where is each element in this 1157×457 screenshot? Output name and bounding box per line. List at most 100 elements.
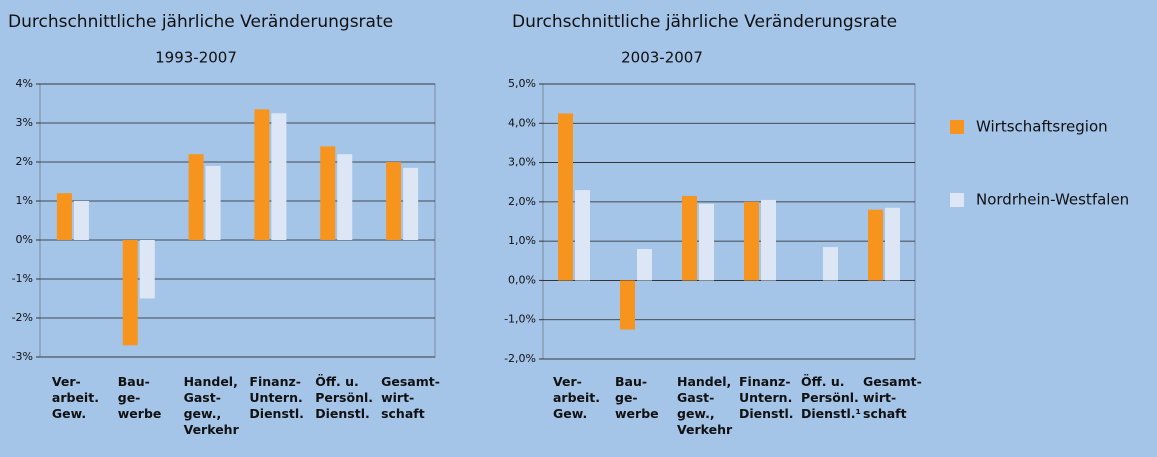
x-tick-line: Dienstl. — [249, 406, 304, 421]
x-tick-line: Gast- — [184, 390, 221, 405]
bar — [575, 190, 590, 281]
x-tick-line: gew., — [677, 406, 715, 421]
y-tick-label: 3% — [16, 116, 33, 129]
x-tick-label: Gesamt-wirt-schaft — [381, 374, 440, 421]
x-tick-line: Dienstl. — [315, 406, 370, 421]
x-tick-line: arbeit. — [553, 390, 600, 405]
x-tick-label: Handel, Gast-gew., Verkehr — [184, 374, 240, 437]
y-tick-label: 1,0% — [508, 234, 536, 247]
bar — [205, 165, 221, 240]
bar — [403, 167, 419, 240]
x-tick-line: Ver- — [52, 374, 81, 389]
bar — [188, 154, 204, 240]
plot-area — [542, 83, 916, 360]
y-tick-label: 0% — [16, 233, 33, 246]
y-tick-label: 2% — [16, 155, 33, 168]
x-tick-line: Ver- — [553, 374, 582, 389]
y-tick-label: -1,0% — [504, 313, 536, 326]
bar — [637, 249, 652, 281]
x-tick-line: Dienstl.¹ — [801, 406, 861, 421]
y-tick-label: 3,0% — [508, 156, 536, 169]
x-tick-line: wirt- — [863, 390, 896, 405]
x-tick-label: Finanz-Untern. Dienstl. — [739, 374, 794, 421]
x-tick-line: Bau- — [118, 374, 150, 389]
y-tick-label: 2,0% — [508, 195, 536, 208]
x-tick-line: Persönl. — [315, 390, 373, 405]
bar — [56, 193, 72, 240]
x-tick-line: gew., — [184, 406, 222, 421]
bar — [271, 113, 287, 240]
x-tick-line: wirt- — [381, 390, 414, 405]
bar — [558, 113, 573, 281]
x-tick-line: Gesamt- — [863, 374, 922, 389]
bar — [699, 203, 714, 281]
x-tick-line: Gesamt- — [381, 374, 440, 389]
y-tick-label: 1% — [16, 194, 33, 207]
legend-label: Wirtschaftsregion — [976, 118, 1108, 136]
y-tick-label: 5,0% — [508, 77, 536, 90]
x-tick-label: Finanz-Untern. Dienstl. — [249, 374, 304, 421]
bar — [386, 162, 402, 240]
x-tick-label: Öff. u. Persönl. Dienstl.¹ — [801, 374, 861, 421]
x-tick-line: ge- — [615, 390, 638, 405]
x-tick-line: Gew. — [553, 406, 587, 421]
x-tick-label: Ver-arbeit. Gew. — [553, 374, 600, 421]
bar — [620, 280, 635, 330]
legend-label: Nordrhein-Westfalen — [976, 191, 1129, 209]
x-tick-line: arbeit. — [52, 390, 99, 405]
y-tick-label: 0,0% — [508, 273, 536, 286]
x-tick-line: Verkehr — [184, 422, 240, 437]
y-tick-label: 4,0% — [508, 116, 536, 129]
x-tick-line: Untern. — [739, 390, 792, 405]
x-tick-line: Bau- — [615, 374, 647, 389]
x-tick-label: Gesamt-wirt-schaft — [863, 374, 922, 421]
bar — [868, 209, 883, 281]
bar — [337, 154, 353, 240]
bar — [682, 195, 697, 281]
x-tick-line: Öff. u. — [801, 374, 845, 389]
y-tick-label: -1% — [12, 272, 33, 285]
bar — [885, 207, 900, 281]
bar — [122, 240, 138, 346]
x-tick-label: Ver-arbeit. Gew. — [52, 374, 99, 421]
x-tick-line: werbe — [615, 406, 659, 421]
plot-area — [39, 83, 436, 358]
x-tick-line: Persönl. — [801, 390, 859, 405]
x-tick-line: Gew. — [52, 406, 86, 421]
chart-subtitle: 2003-2007 — [621, 49, 703, 67]
x-tick-label: Handel, Gast-gew., Verkehr — [677, 374, 733, 437]
x-tick-line: Öff. u. — [315, 374, 359, 389]
x-tick-line: Dienstl. — [739, 406, 794, 421]
x-tick-line: Untern. — [249, 390, 302, 405]
x-tick-line: schaft — [381, 406, 425, 421]
bar — [744, 201, 759, 281]
chart-subtitle: 1993-2007 — [155, 49, 237, 67]
bar — [254, 109, 270, 240]
x-tick-line: Handel, — [677, 374, 731, 389]
bar — [73, 201, 89, 240]
x-tick-label: Bau-ge-werbe — [118, 374, 162, 421]
x-tick-label: Öff. u. Persönl. Dienstl. — [315, 374, 373, 421]
chart-title: Durchschnittliche jährliche Veränderungs… — [8, 12, 393, 32]
bar — [761, 199, 776, 281]
x-tick-line: Finanz- — [249, 374, 301, 389]
x-tick-line: schaft — [863, 406, 907, 421]
y-tick-label: -3% — [12, 350, 33, 363]
x-tick-line: ge- — [118, 390, 141, 405]
x-tick-label: Bau-ge-werbe — [615, 374, 659, 421]
chart-title: Durchschnittliche jährliche Veränderungs… — [512, 12, 897, 32]
x-tick-line: Finanz- — [739, 374, 791, 389]
legend-swatch — [950, 120, 964, 134]
y-tick-label: -2% — [12, 311, 33, 324]
x-tick-line: Handel, — [184, 374, 238, 389]
bar — [320, 146, 336, 240]
bar — [823, 247, 838, 281]
x-tick-line: werbe — [118, 406, 162, 421]
bar — [139, 240, 155, 299]
legend-swatch — [950, 193, 964, 207]
y-tick-label: -2,0% — [504, 352, 536, 365]
x-tick-line: Verkehr — [677, 422, 733, 437]
y-tick-label: 4% — [16, 77, 33, 90]
x-tick-line: Gast- — [677, 390, 714, 405]
